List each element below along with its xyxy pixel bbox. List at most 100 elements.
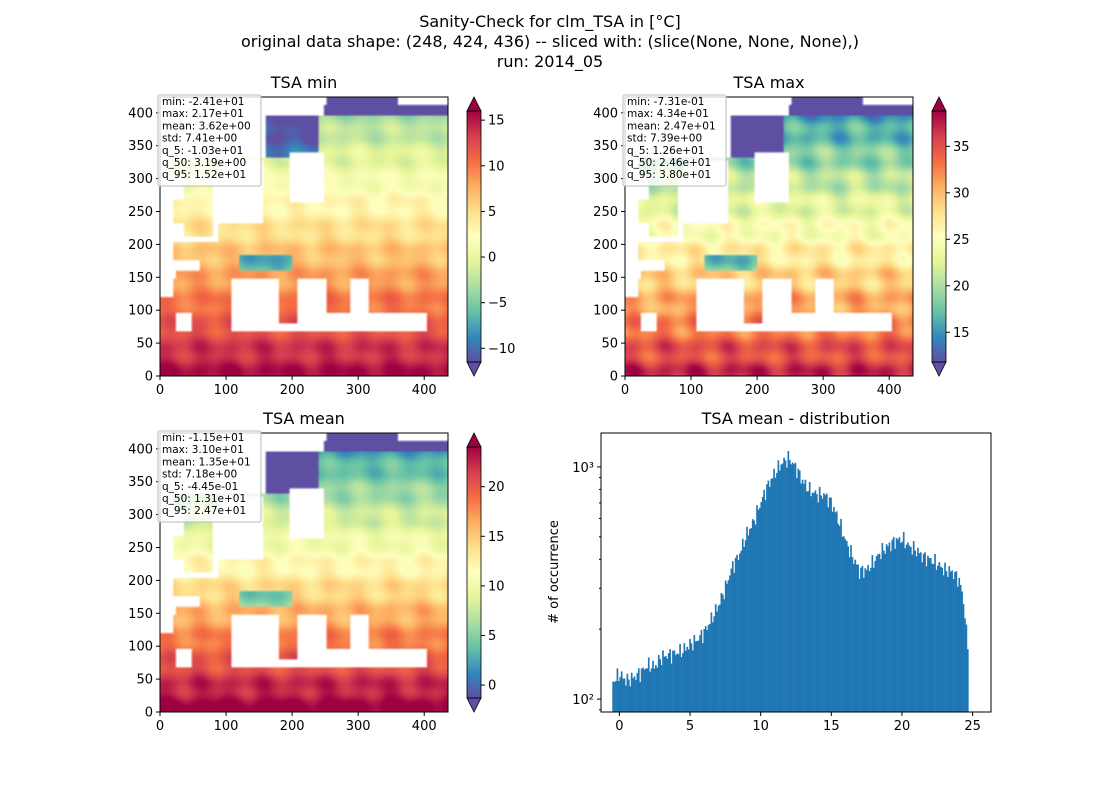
histogram-bar xyxy=(885,544,888,712)
colorbar-tick-label: 20 xyxy=(488,480,505,495)
stats-line: q_5: 1.26e+01 xyxy=(627,145,704,157)
stats-box-background xyxy=(157,430,262,523)
histogram-bar xyxy=(633,676,636,712)
colorbar-tick-label: 35 xyxy=(953,140,970,155)
axes-frame xyxy=(159,96,449,377)
histogram-bar xyxy=(784,460,787,712)
y-tick-label: 0 xyxy=(145,370,153,385)
histogram-bar xyxy=(798,470,801,712)
stats-line: min: -7.31e-01 xyxy=(627,96,704,108)
histogram-bar xyxy=(703,628,706,712)
stats-line: max: 3.10e+01 xyxy=(162,444,244,456)
histogram-bar xyxy=(806,491,808,712)
histogram-bar xyxy=(878,553,881,712)
stats-box-background xyxy=(622,94,727,187)
histogram-bar xyxy=(857,564,859,712)
histogram-bar xyxy=(825,493,828,712)
histogram-bar xyxy=(838,525,841,712)
histogram-bar xyxy=(862,577,865,712)
stats-line: std: 7.18e+00 xyxy=(162,469,237,481)
histogram-bar xyxy=(757,509,760,712)
histogram-bar xyxy=(844,539,847,712)
histogram-bar xyxy=(937,565,939,712)
stats-line: q_50: 3.19e+00 xyxy=(162,157,246,169)
histogram-bar xyxy=(929,558,932,712)
panel-title: TSA min xyxy=(270,73,337,92)
y-tick-label: 250 xyxy=(128,205,153,220)
histogram-bar xyxy=(764,500,767,712)
stats-line: q_95: 2.47e+01 xyxy=(162,505,246,517)
histogram-bar xyxy=(949,571,952,712)
y-tick-label: 0 xyxy=(610,370,618,385)
stats-line: q_95: 1.52e+01 xyxy=(162,169,246,181)
histogram-bar xyxy=(931,563,934,712)
histogram-bar xyxy=(935,569,938,712)
histogram-bar xyxy=(676,653,679,712)
histogram-title: TSA mean - distribution xyxy=(701,409,891,428)
histogram-bar xyxy=(797,468,800,712)
colorbar-extend-bottom xyxy=(466,697,482,713)
histogram-bar xyxy=(823,493,825,712)
histogram-bar xyxy=(682,653,684,712)
histogram-bar xyxy=(754,524,757,712)
histogram-bar xyxy=(636,672,639,712)
histogram-bars xyxy=(612,451,969,712)
histogram-bar xyxy=(637,668,640,712)
y-tick-label: 100 xyxy=(128,304,153,319)
y-tick-label: 350 xyxy=(128,475,153,490)
colorbar-extend-top xyxy=(466,96,482,112)
x-tick-label: 5 xyxy=(686,719,694,734)
y-tick-label: 250 xyxy=(593,205,618,220)
histogram-bar xyxy=(771,478,774,712)
histogram-bar xyxy=(818,486,821,712)
histogram-bar xyxy=(922,553,925,712)
map-panel-tsa-mean: TSA mean 0 100 200 300 400050100150200250300… xyxy=(128,409,504,734)
histogram-bar xyxy=(743,546,746,712)
histogram-bar xyxy=(854,559,857,712)
colorbar-tick-label: 0 xyxy=(488,251,496,266)
histogram-bar xyxy=(891,539,894,712)
histogram-bar xyxy=(692,650,694,712)
histogram-bar xyxy=(793,464,795,712)
y-tick-label: 250 xyxy=(128,541,153,556)
histogram-bar xyxy=(919,552,922,712)
y-tick-label: 150 xyxy=(593,271,618,286)
histogram-bar xyxy=(740,550,743,712)
x-tick-label: 20 xyxy=(894,719,911,734)
histogram-bar xyxy=(781,463,784,712)
histogram-bar xyxy=(642,667,644,712)
histogram-bar xyxy=(830,497,832,712)
histogram-bar xyxy=(927,555,929,712)
histogram-bar xyxy=(660,665,663,712)
histogram-bar xyxy=(625,685,627,712)
histogram-bar xyxy=(639,682,642,712)
histogram-bar xyxy=(941,567,944,712)
histogram-bar xyxy=(948,566,951,712)
histogram-bar xyxy=(877,554,879,712)
histogram-bar xyxy=(623,678,626,712)
histogram-bar xyxy=(640,668,643,712)
histogram-bar xyxy=(904,548,906,712)
colorbar-body xyxy=(467,111,481,362)
panel-title: TSA mean xyxy=(262,409,345,428)
colorbar-frame xyxy=(466,110,482,363)
histogram-bar xyxy=(888,542,891,712)
histogram-bar xyxy=(618,681,620,712)
histogram-bar xyxy=(895,538,898,712)
map-axes: 0 100 200 300 400 0 50 100 150 200 250 300 350 400 xyxy=(128,432,449,734)
histogram-bar xyxy=(898,537,901,712)
histogram-bar xyxy=(766,484,768,712)
histogram-bar xyxy=(647,657,650,712)
histogram-bar xyxy=(699,635,701,712)
histogram-bar xyxy=(690,643,693,712)
histogram-bar xyxy=(737,560,740,712)
y-tick-label: 0 xyxy=(145,706,153,721)
colorbar-extend-top xyxy=(466,432,482,448)
histogram-bar xyxy=(934,553,936,712)
histogram-bar xyxy=(662,650,664,712)
histogram-bar xyxy=(627,679,630,712)
stats-line: q_50: 1.31e+01 xyxy=(162,493,246,505)
histogram-bar xyxy=(702,643,704,712)
x-tick-label: 400 xyxy=(412,383,437,398)
histogram-bar xyxy=(770,478,773,712)
